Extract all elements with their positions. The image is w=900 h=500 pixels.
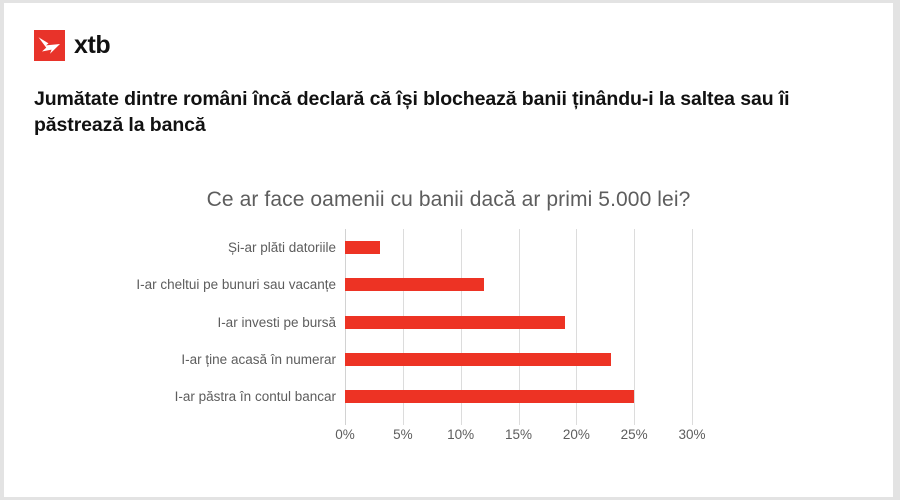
page-headline: Jumătate dintre români încă declară că î… <box>34 88 790 136</box>
bar-chart: Ce ar face oamenii cu banii dacă ar prim… <box>4 173 893 463</box>
chart-bar-fill <box>345 278 484 292</box>
brand-wordmark: xtb <box>74 31 111 59</box>
chart-bar-fill <box>345 315 565 329</box>
chart-category-label: I-ar păstra în contul bancar <box>174 388 336 404</box>
chart-tick-label: 5% <box>393 427 413 442</box>
chart-bar-fill <box>345 241 380 255</box>
chart-bar-fill <box>345 352 612 366</box>
xtb-arrow-mark-icon <box>34 30 65 61</box>
chart-category-label: Și-ar plăti datoriile <box>227 240 336 256</box>
chart-gridline <box>634 229 636 425</box>
chart-category-label: I-ar investi pe bursă <box>217 314 336 330</box>
chart-category-label: I-ar cheltui pe bunuri sau vacanțe <box>136 277 336 293</box>
chart-tick-label: 30% <box>678 427 706 442</box>
chart-title: Ce ar face oamenii cu banii dacă ar prim… <box>206 188 691 211</box>
chart-tick-label: 10% <box>447 427 475 442</box>
poster-canvas: xtb Jumătate dintre români încă declară … <box>4 3 893 497</box>
chart-tick-label: 0% <box>335 427 355 442</box>
chart-category-axis: Și-ar plăti datoriile I-ar cheltui pe bun… <box>4 229 336 415</box>
chart-tick-label: 25% <box>620 427 648 442</box>
chart-category-label: I-ar ține acasă în numerar <box>181 351 336 367</box>
chart-gridline <box>692 229 693 425</box>
chart-gridline <box>576 229 578 425</box>
chart-bar-fill <box>345 389 635 403</box>
chart-tick-label: 15% <box>504 427 533 442</box>
chart-value-axis: 0% 5% 10% 15% 20% 25% 30% <box>335 427 705 447</box>
brand-logo: xtb <box>34 30 111 61</box>
chart-plot-area <box>345 229 693 425</box>
chart-tick-label: 20% <box>562 427 590 442</box>
